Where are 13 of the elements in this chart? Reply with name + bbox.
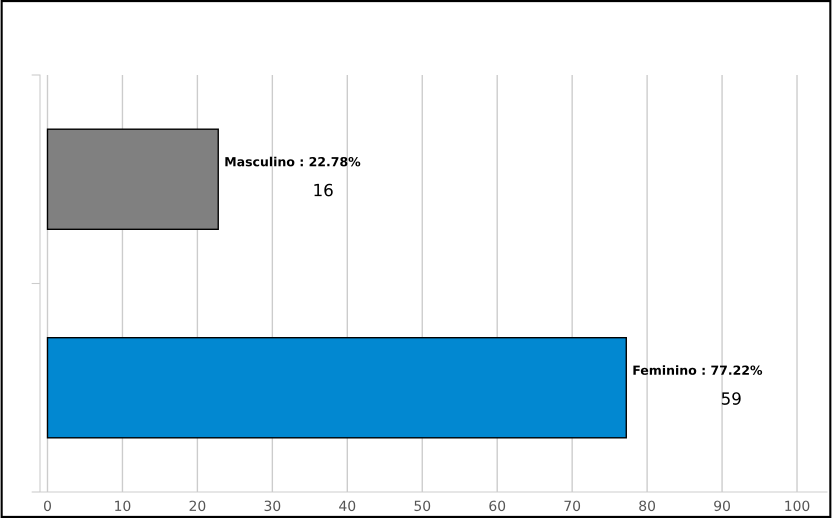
x-tick-label: 100 — [785, 500, 810, 512]
x-tick-label: 70 — [564, 500, 580, 512]
x-tick-label: 90 — [714, 500, 730, 512]
x-tick-label: 30 — [264, 500, 280, 512]
x-tick-label: 0 — [44, 500, 51, 512]
x-tick-label: 50 — [414, 500, 430, 512]
text: Feminino : 77.22% 59 — [633, 365, 762, 405]
x-tick-label: 10 — [115, 500, 130, 512]
x-tick-label: 20 — [190, 500, 206, 512]
text: Masculino : 22.78% 16 — [225, 156, 360, 196]
x-tick-label: 80 — [639, 500, 656, 512]
x-tick-label: 40 — [339, 500, 356, 512]
x-tick-label: 60 — [489, 500, 506, 512]
